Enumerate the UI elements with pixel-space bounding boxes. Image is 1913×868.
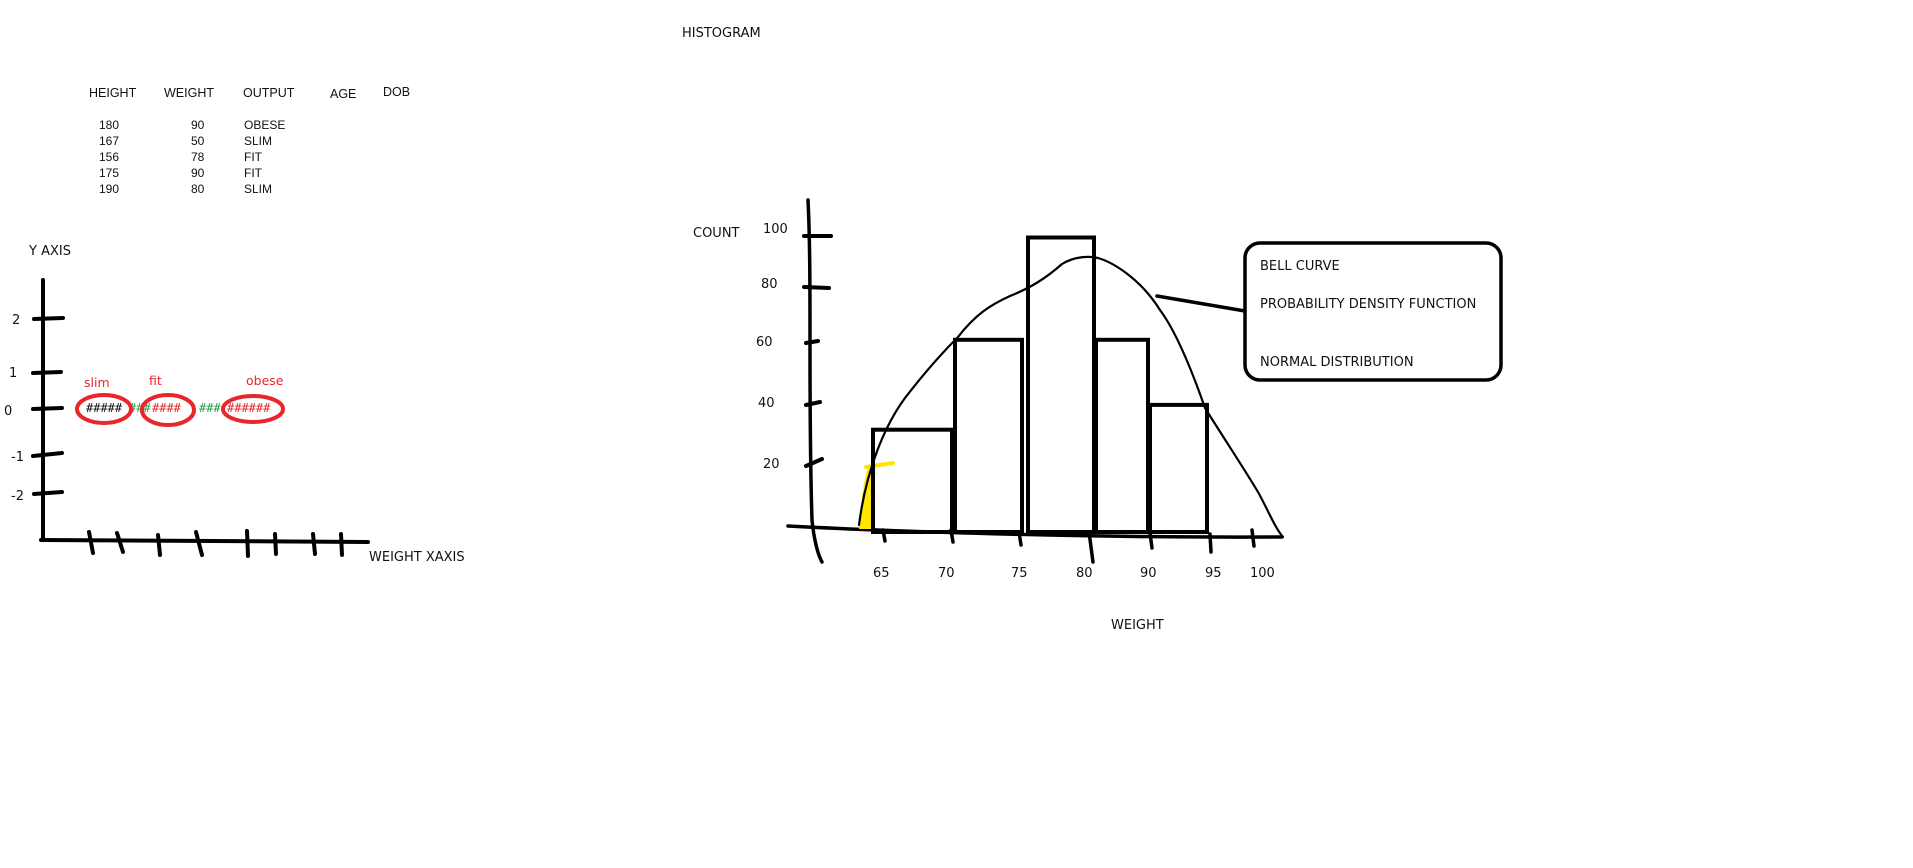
x-tick-mark xyxy=(115,531,125,554)
table-header-output: OUTPUT xyxy=(243,86,295,100)
table-cell-weight: 78 xyxy=(191,150,205,164)
x-tick-mark xyxy=(245,529,250,558)
weight-tick-mark xyxy=(1250,528,1256,548)
weight-axis-line xyxy=(786,524,1284,539)
weight-tick-label: 95 xyxy=(1205,566,1222,581)
table-cell-height: 175 xyxy=(99,166,119,180)
cluster-label-fit: fit xyxy=(149,373,162,388)
cluster-points-fit: #### xyxy=(152,401,182,415)
weight-tick-label: 90 xyxy=(1140,566,1157,581)
highlight-marker xyxy=(864,461,895,469)
x-tick-mark xyxy=(311,532,317,556)
count-tick-label: 80 xyxy=(761,277,778,292)
bell-curve-line xyxy=(857,255,1285,539)
y-tick-label: 0 xyxy=(4,404,12,419)
table-cell-weight: 80 xyxy=(191,182,205,196)
count-tick-label: 60 xyxy=(756,335,773,350)
cluster-label-slim: slim xyxy=(84,375,110,390)
table-cell-weight: 90 xyxy=(191,166,205,180)
table-cell-height: 156 xyxy=(99,150,119,164)
weight-tick-label: 75 xyxy=(1011,566,1028,581)
cluster-points-obese: ###### xyxy=(227,401,271,415)
count-tick-mark xyxy=(802,285,831,290)
cluster-label-obese: obese xyxy=(246,373,284,388)
y-tick-label: -1 xyxy=(11,450,24,465)
table-cell-height: 190 xyxy=(99,182,119,196)
weight-tick-label: 100 xyxy=(1250,566,1275,581)
callout-box xyxy=(1243,241,1503,382)
table-header-dob: DOB xyxy=(383,85,410,99)
count-axis-line xyxy=(806,198,824,564)
cluster-ring-obese xyxy=(221,394,285,424)
count-tick-label: 20 xyxy=(763,457,780,472)
weight-tick-label: 70 xyxy=(938,566,955,581)
count-tick-mark xyxy=(804,400,822,407)
x-tick-mark xyxy=(273,532,278,556)
y-tick-label: -2 xyxy=(11,489,24,504)
count-tick-mark xyxy=(804,457,824,468)
weight-axis-label: WEIGHT xyxy=(1111,618,1164,633)
x-tick-mark xyxy=(87,530,95,555)
histogram-bar xyxy=(871,427,954,535)
data-table: HEIGHT WEIGHT OUTPUT AGE DOB 180 90 OBES… xyxy=(89,85,410,196)
y-tick-mark xyxy=(32,490,64,496)
count-axis-label: COUNT xyxy=(693,226,740,241)
y-axis-label: Y AXIS xyxy=(28,244,71,259)
table-cell-height: 180 xyxy=(99,118,119,132)
callout: BELL CURVE PROBABILITY DENSITY FUNCTION … xyxy=(1155,241,1503,382)
weight-tick-mark xyxy=(1087,530,1095,564)
count-tick-label: 100 xyxy=(763,222,788,237)
table-header-weight: WEIGHT xyxy=(164,86,214,100)
y-tick-mark xyxy=(31,406,64,411)
x-tick-mark xyxy=(339,532,344,557)
callout-line-pdf: PROBABILITY DENSITY FUNCTION xyxy=(1260,297,1476,312)
highlighted-tail-area xyxy=(859,467,873,529)
table-cell-output: OBESE xyxy=(244,118,285,132)
histogram: COUNT WEIGHT 100 80 60 40 20 65 70 75 80… xyxy=(693,198,1285,633)
count-tick-label: 40 xyxy=(758,396,775,411)
callout-line-normal-distribution: NORMAL DISTRIBUTION xyxy=(1260,355,1414,370)
table-cell-weight: 50 xyxy=(191,134,205,148)
table-cell-output: SLIM xyxy=(244,134,272,148)
y-tick-label: 1 xyxy=(9,366,17,381)
histogram-bar xyxy=(1148,402,1209,534)
table-header-height: HEIGHT xyxy=(89,86,137,100)
weight-tick-mark xyxy=(1208,532,1213,554)
y-tick-label: 2 xyxy=(12,313,20,328)
y-tick-mark xyxy=(31,370,63,375)
cluster-points-slim: ##### xyxy=(86,401,123,415)
x-tick-mark xyxy=(156,533,162,557)
weight-tick-label: 65 xyxy=(873,566,890,581)
callout-pointer-line xyxy=(1155,294,1247,313)
count-tick-mark xyxy=(804,339,820,345)
histogram-bars xyxy=(871,235,1209,535)
cluster-ring-slim xyxy=(75,393,133,425)
weight-tick-mark xyxy=(1017,530,1023,547)
histogram-title: HISTOGRAM xyxy=(682,26,761,41)
x-tick-mark xyxy=(194,530,204,557)
cluster-connector: ### xyxy=(199,401,221,415)
table-cell-weight: 90 xyxy=(191,118,205,132)
table-header-age: AGE xyxy=(330,87,356,101)
histogram-bar xyxy=(953,337,1024,534)
histogram-bar xyxy=(1094,337,1150,534)
cluster-ring-fit xyxy=(140,393,196,427)
left-plot: Y AXIS WEIGHT XAXIS 2 1 0 -1 -2 slim fit… xyxy=(4,244,465,565)
table-cell-output: FIT xyxy=(244,150,263,164)
weight-tick-label: 80 xyxy=(1076,566,1093,581)
y-tick-mark xyxy=(32,316,65,321)
x-axis-label: WEIGHT XAXIS xyxy=(369,550,465,565)
callout-line-bell-curve: BELL CURVE xyxy=(1260,259,1340,274)
weight-tick-mark xyxy=(1148,531,1154,550)
table-cell-height: 167 xyxy=(99,134,119,148)
y-tick-mark xyxy=(31,451,64,458)
table-cell-output: SLIM xyxy=(244,182,272,196)
table-cell-output: FIT xyxy=(244,166,263,180)
